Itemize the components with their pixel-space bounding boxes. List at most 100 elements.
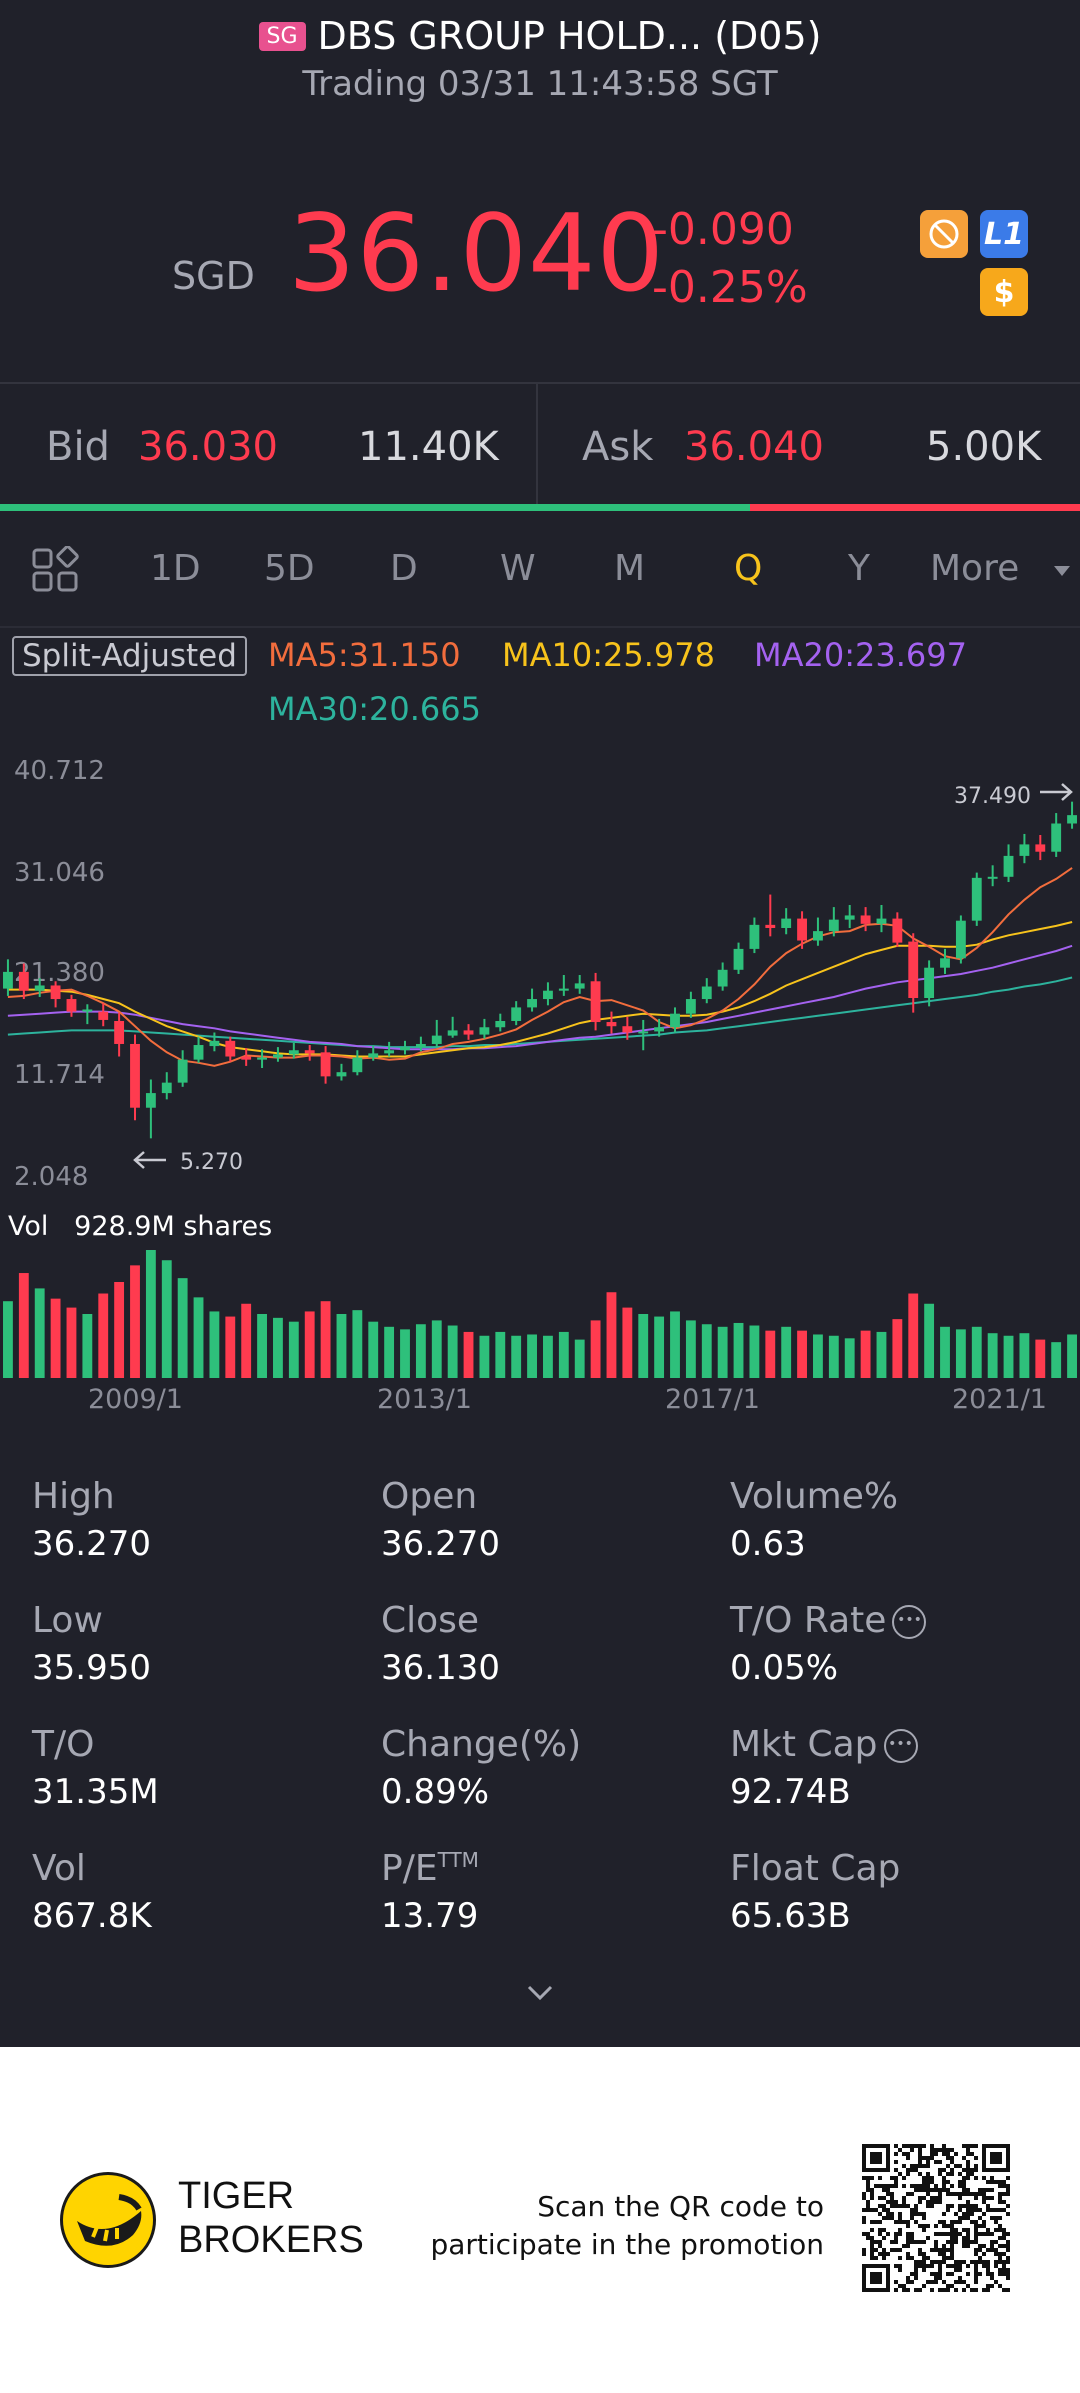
- volume-bar: [209, 1311, 220, 1378]
- dollar-icon[interactable]: $: [980, 268, 1028, 316]
- more-dropdown[interactable]: More: [930, 548, 1020, 589]
- qr-module: [974, 2196, 978, 2200]
- no-margin-icon[interactable]: [920, 210, 968, 258]
- qr-module: [918, 2148, 922, 2152]
- qr-module: [958, 2260, 962, 2264]
- quote-panel: SGD 36.040 -0.090 -0.25% L1 $: [0, 190, 1080, 390]
- qr-module: [906, 2276, 910, 2280]
- qr-module: [1006, 2188, 1010, 2192]
- qr-module: [958, 2276, 962, 2280]
- volume-bar: [288, 1321, 299, 1378]
- volume-bar: [225, 1316, 236, 1378]
- qr-module: [974, 2192, 978, 2196]
- qr-module: [898, 2256, 902, 2260]
- qr-module: [946, 2172, 950, 2176]
- qr-module: [934, 2248, 938, 2252]
- tab-5d[interactable]: 5D: [264, 548, 315, 589]
- qr-module: [938, 2196, 942, 2200]
- qr-code[interactable]: [862, 2144, 1010, 2292]
- qr-module: [994, 2220, 998, 2224]
- level1-icon[interactable]: L1: [980, 210, 1028, 258]
- qr-module: [914, 2168, 918, 2172]
- tab-y[interactable]: Y: [848, 548, 870, 589]
- candlestick-chart[interactable]: [0, 760, 1080, 1180]
- qr-module: [994, 2264, 998, 2268]
- qr-module: [974, 2164, 978, 2168]
- qr-module: [922, 2212, 926, 2216]
- qr-module: [994, 2260, 998, 2264]
- qr-module: [970, 2240, 974, 2244]
- volume-bar: [1067, 1334, 1077, 1378]
- qr-module: [982, 2176, 986, 2180]
- qr-module: [974, 2228, 978, 2232]
- qr-module: [918, 2260, 922, 2264]
- candle-body: [987, 876, 998, 879]
- qr-module: [906, 2252, 910, 2256]
- qr-module: [938, 2168, 942, 2172]
- pe-superscript: TTM: [437, 1848, 479, 1872]
- volume-bar: [193, 1297, 204, 1378]
- tab-m[interactable]: M: [614, 548, 646, 589]
- qr-module: [942, 2288, 946, 2292]
- pe-text: P/E: [381, 1848, 438, 1889]
- qr-module: [930, 2200, 934, 2204]
- chevron-down-icon[interactable]: [525, 1978, 555, 2008]
- qr-module: [866, 2236, 870, 2240]
- volume-chart[interactable]: [0, 1250, 1080, 1378]
- qr-module: [938, 2148, 942, 2152]
- qr-module: [914, 2188, 918, 2192]
- qr-module: [894, 2248, 898, 2252]
- qr-module: [986, 2264, 990, 2268]
- candle-body: [447, 1030, 458, 1036]
- tab-w[interactable]: W: [500, 548, 536, 589]
- period-tabs: 1D 5D D W M Q Y More: [0, 540, 1080, 600]
- qr-module: [962, 2204, 966, 2208]
- candle-body: [955, 920, 966, 959]
- qr-module: [962, 2280, 966, 2284]
- qr-module: [922, 2216, 926, 2220]
- qr-module: [870, 2244, 874, 2248]
- candle-body: [924, 967, 935, 999]
- qr-module: [938, 2232, 942, 2236]
- chart-layout-icon[interactable]: [32, 546, 80, 594]
- qr-module: [946, 2264, 950, 2268]
- candle-body: [828, 919, 839, 932]
- more-info-icon[interactable]: •••: [883, 1729, 918, 1763]
- qr-module: [978, 2208, 982, 2212]
- qr-module: [894, 2236, 898, 2240]
- qr-module: [966, 2272, 970, 2276]
- qr-module: [946, 2284, 950, 2288]
- qr-module: [1006, 2212, 1010, 2216]
- qr-module: [966, 2192, 970, 2196]
- qr-module: [882, 2248, 886, 2252]
- ma10-label: MA10:25.978: [502, 636, 715, 674]
- qr-module: [898, 2216, 902, 2220]
- qr-module: [958, 2184, 962, 2188]
- qr-module: [986, 2284, 990, 2288]
- qr-module: [950, 2160, 954, 2164]
- qr-module: [898, 2228, 902, 2232]
- qr-module: [986, 2208, 990, 2212]
- tab-q[interactable]: Q: [734, 548, 763, 589]
- volume-title: Vol: [8, 1211, 49, 1242]
- qr-module: [930, 2152, 934, 2156]
- volume-bar: [447, 1325, 458, 1378]
- qr-module: [974, 2220, 978, 2224]
- qr-module: [894, 2176, 898, 2180]
- split-adjusted-toggle[interactable]: Split-Adjusted: [12, 636, 247, 676]
- stat-value-change-pct: 0.89%: [381, 1772, 490, 1812]
- qr-module: [962, 2188, 966, 2192]
- qr-module: [958, 2172, 962, 2176]
- stat-label-to-rate: T/O Rate •••: [730, 1600, 927, 1641]
- qr-module: [982, 2252, 986, 2256]
- qr-module: [998, 2244, 1002, 2248]
- qr-module: [994, 2252, 998, 2256]
- volume-bar: [50, 1298, 61, 1378]
- more-info-icon[interactable]: •••: [892, 1605, 927, 1639]
- qr-module: [942, 2232, 946, 2236]
- tab-1d[interactable]: 1D: [150, 548, 201, 589]
- tab-d[interactable]: D: [390, 548, 418, 589]
- qr-module: [1002, 2192, 1006, 2196]
- qr-module: [946, 2192, 950, 2196]
- qr-module: [942, 2260, 946, 2264]
